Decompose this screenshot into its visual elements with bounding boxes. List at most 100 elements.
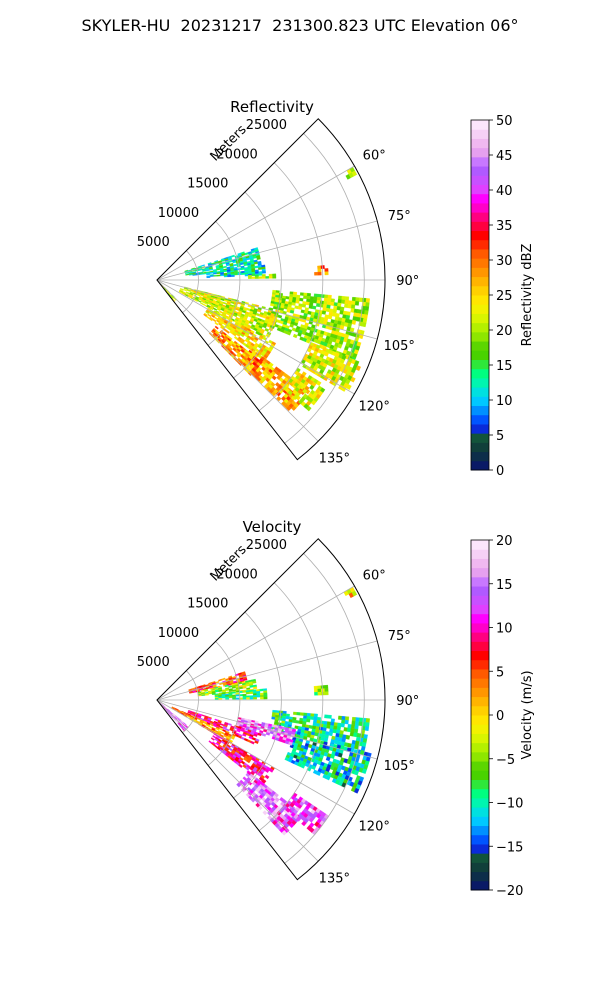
colorbar-swatch <box>471 632 489 642</box>
colorbar-swatch <box>471 405 489 416</box>
grid-ring <box>284 133 365 444</box>
colorbar-swatch <box>471 202 489 213</box>
colorbar-swatch <box>471 258 489 268</box>
colorbar-swatch <box>471 770 489 780</box>
colorbar-swatch <box>471 285 489 296</box>
colorbar-tick-label: 10 <box>496 394 513 409</box>
grid-spoke <box>156 699 355 815</box>
echo-region <box>314 265 329 276</box>
azimuth-tick-label: 60° <box>363 149 386 164</box>
grid-spoke <box>156 220 378 281</box>
grid-ring <box>233 611 282 799</box>
colorbar-swatch <box>471 880 489 891</box>
colorbar-swatch <box>471 613 489 624</box>
azimuth-tick-label: 135° <box>319 451 350 466</box>
colorbar-tick-label: 0 <box>496 709 504 724</box>
colorbar-swatch <box>471 248 489 259</box>
colorbar-swatch <box>471 184 489 195</box>
colorbar-swatch <box>471 715 489 725</box>
colorbar-swatch <box>471 650 489 661</box>
colorbar-tick-label: 15 <box>496 359 513 374</box>
colorbar-swatch <box>471 724 489 734</box>
colorbar-swatch <box>471 451 489 462</box>
colorbar-swatch <box>471 129 489 139</box>
colorbar-tick-label: −20 <box>496 884 523 899</box>
colorbar-tick-label: 5 <box>496 429 504 444</box>
colorbar-tick-label: 50 <box>496 114 513 129</box>
grid-ring <box>182 670 199 733</box>
colorbar-swatch <box>471 540 489 550</box>
polar-grid <box>156 553 385 864</box>
colorbar-swatch <box>471 166 489 176</box>
azimuth-tick-label: 75° <box>388 209 411 224</box>
colorbar-swatch <box>471 359 489 370</box>
figure-title: SKYLER-HU 20231217 231300.823 UTC Elevat… <box>81 16 519 35</box>
colorbar-tick-label: 45 <box>496 149 513 164</box>
panel-title: Velocity <box>243 518 302 536</box>
grid-ring <box>258 162 324 411</box>
colorbar-swatch <box>471 742 489 753</box>
colorbar-tick-label: 10 <box>496 622 513 637</box>
sector-frame <box>156 118 386 461</box>
echo-region <box>284 734 372 794</box>
colorbar-swatch <box>471 751 489 762</box>
colorbar-swatch <box>471 147 489 158</box>
colorbar-swatch <box>471 604 489 615</box>
colorbar-swatch <box>471 120 489 130</box>
colorbar-tick-label: 40 <box>496 184 513 199</box>
colorbar-swatch <box>471 239 489 250</box>
colorbar-swatch <box>471 331 489 342</box>
echo-region <box>247 273 277 279</box>
grid-spoke <box>156 699 378 760</box>
colorbar-swatch <box>471 138 489 149</box>
grid-spoke <box>156 640 378 701</box>
azimuth-tick-label: 120° <box>359 399 390 414</box>
colorbar-swatch <box>471 733 489 744</box>
colorbar-swatch <box>471 659 489 670</box>
colorbar-swatch <box>471 322 489 333</box>
colorbar-swatch <box>471 304 489 314</box>
grid-ring <box>233 191 282 379</box>
colorbar-swatch <box>471 558 489 569</box>
colorbar-swatch <box>471 576 489 587</box>
grid-ring <box>182 250 199 313</box>
colorbar-tick-label: 30 <box>496 254 513 269</box>
colorbar-swatch <box>471 212 489 222</box>
radial-tick-label: 10000 <box>158 626 199 641</box>
colorbar-swatch <box>471 862 489 873</box>
grid-spoke <box>156 279 355 395</box>
grid-ring <box>258 582 324 831</box>
panel-title: Reflectivity <box>230 98 314 116</box>
colorbar-swatch <box>471 350 489 360</box>
grid-spoke <box>156 279 319 442</box>
echo-region <box>197 678 258 697</box>
azimuth-tick-label: 90° <box>396 694 419 709</box>
echo-region <box>208 732 275 786</box>
echo-region <box>282 792 330 836</box>
radial-tick-label: 5000 <box>137 235 170 250</box>
colorbar-swatch <box>471 871 489 882</box>
colorbar-label: Reflectivity dBZ <box>520 244 535 347</box>
echo-field <box>157 166 370 412</box>
azimuth-tick-label: 75° <box>388 629 411 644</box>
radar-panel-reflectivity: Reflectivity60°75°90°105°120°135°5000100… <box>137 98 535 479</box>
colorbar-swatch <box>471 295 489 305</box>
colorbar: −20 −15 −10 −5 0 5 10 15 20 Velocity (m/s) <box>470 534 535 899</box>
azimuth-tick-label: 120° <box>359 819 390 834</box>
colorbar-swatch <box>471 641 489 652</box>
colorbar-swatch <box>471 396 489 407</box>
colorbar-swatch <box>471 797 489 808</box>
colorbar: 0 5 10 15 20 25 30 35 40 45 50 Reflectivity dBZ <box>470 114 535 479</box>
colorbar-tick-label: 20 <box>496 324 513 339</box>
colorbar-swatch <box>471 696 489 707</box>
grid-ring <box>207 641 241 766</box>
colorbar-swatch <box>471 276 489 287</box>
colorbar-swatch <box>471 807 489 817</box>
radial-tick-label: 25000 <box>246 118 287 133</box>
colorbar-tick-label: 0 <box>496 464 504 479</box>
radial-tick-label: 5000 <box>137 655 170 670</box>
colorbar-tick-label: −15 <box>496 840 523 855</box>
grid-spoke <box>156 585 355 701</box>
colorbar-swatch <box>471 788 489 799</box>
polar-grid <box>156 133 385 444</box>
